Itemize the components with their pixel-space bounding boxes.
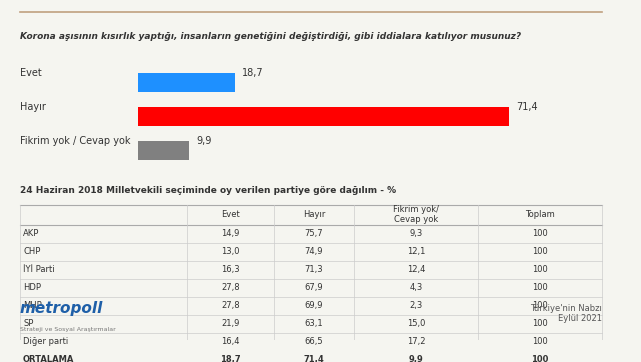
Text: 100: 100 [532,247,548,256]
Text: Hayır: Hayır [20,102,46,112]
Text: 100: 100 [532,230,548,239]
Text: 63,1: 63,1 [304,319,323,328]
Text: 9,9: 9,9 [197,136,212,146]
Text: 67,9: 67,9 [304,283,323,292]
Text: 100: 100 [532,319,548,328]
Text: 100: 100 [532,337,548,346]
Text: 24 Haziran 2018 Milletvekili seçiminde oy verilen partiye göre dağılım - %: 24 Haziran 2018 Milletvekili seçiminde o… [20,186,396,195]
Text: 71,4: 71,4 [517,102,538,112]
Text: 4,3: 4,3 [410,283,422,292]
Text: 71,4: 71,4 [304,355,324,362]
Text: 16,3: 16,3 [221,265,240,274]
Text: 16,4: 16,4 [221,337,240,346]
Text: 13,0: 13,0 [221,247,240,256]
Text: 100: 100 [531,355,549,362]
Text: 17,2: 17,2 [407,337,426,346]
Text: ORTALAMA: ORTALAMA [23,355,74,362]
Text: İYİ Parti: İYİ Parti [23,265,54,274]
Text: 74,9: 74,9 [304,247,323,256]
Text: Evet: Evet [20,68,42,78]
Text: 14,9: 14,9 [221,230,240,239]
Text: Evet: Evet [221,210,240,219]
Text: Hayır: Hayır [303,210,325,219]
Text: 18,7: 18,7 [220,355,241,362]
FancyBboxPatch shape [138,141,189,160]
Text: metropoll: metropoll [20,302,103,316]
Text: 69,9: 69,9 [304,301,323,310]
Text: Fikrim yok / Cevap yok: Fikrim yok / Cevap yok [20,136,131,146]
Text: CHP: CHP [23,247,40,256]
Text: 18,7: 18,7 [242,68,264,78]
FancyBboxPatch shape [138,107,509,126]
Text: 27,8: 27,8 [221,301,240,310]
Text: 75,7: 75,7 [304,230,323,239]
Text: MHP: MHP [23,301,42,310]
Text: AKP: AKP [23,230,40,239]
Text: Diğer parti: Diğer parti [23,337,69,346]
Text: Türkiye'nin Nabzı
Eylül 2021: Türkiye'nin Nabzı Eylül 2021 [530,304,602,323]
Text: HDP: HDP [23,283,41,292]
Text: 27,8: 27,8 [221,283,240,292]
Text: Toplam: Toplam [525,210,554,219]
Text: 100: 100 [532,283,548,292]
Text: 9,3: 9,3 [410,230,422,239]
Text: Korona aşısının kısırlık yaptığı, insanların genetiğini değiştirdiği, gibi iddia: Korona aşısının kısırlık yaptığı, insanl… [20,32,521,41]
Text: Strateji ve Sosyal Araştırmalar: Strateji ve Sosyal Araştırmalar [20,327,116,332]
Text: 100: 100 [532,301,548,310]
Text: 2,3: 2,3 [410,301,422,310]
Text: 12,4: 12,4 [407,265,425,274]
Text: 71,3: 71,3 [304,265,323,274]
Text: Fikrim yok/
Cevap yok: Fikrim yok/ Cevap yok [393,205,439,224]
Text: 66,5: 66,5 [304,337,323,346]
Text: 9,9: 9,9 [409,355,424,362]
Text: 21,9: 21,9 [221,319,240,328]
Text: 100: 100 [532,265,548,274]
Text: 12,1: 12,1 [407,247,425,256]
Text: 15,0: 15,0 [407,319,425,328]
FancyBboxPatch shape [138,73,235,92]
Text: SP: SP [23,319,33,328]
